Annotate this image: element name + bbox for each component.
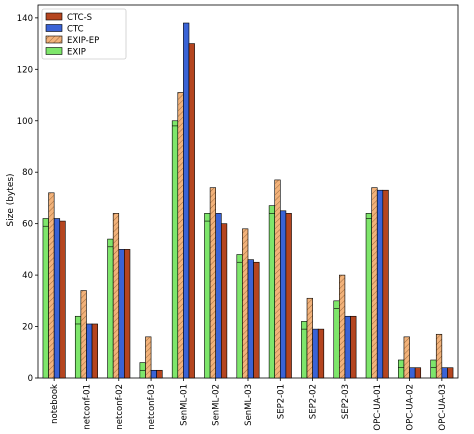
bar-exip-opc-ua-01 xyxy=(365,213,372,379)
y-tick-label: 80 xyxy=(22,168,33,178)
bar-exip-ep-netconf-01 xyxy=(80,290,87,379)
bar-exip-sep2-01 xyxy=(268,205,276,379)
bar-ctc-opc-ua-03 xyxy=(441,367,448,379)
y-axis-label: Size (bytes) xyxy=(6,173,16,226)
y-tick-label: 0 xyxy=(28,374,33,384)
bar-exip-notebook xyxy=(42,218,49,379)
legend-label-exip-ep: EXIP-EP xyxy=(67,36,99,46)
bar-exip-ep-senml-01 xyxy=(177,92,184,379)
bar-ctc-s-opc-ua-03 xyxy=(447,367,454,379)
bar-ctc-s-sep2-01 xyxy=(285,213,292,379)
bar-exip-ep-opc-ua-02 xyxy=(403,336,410,379)
bar-exip-senml-03 xyxy=(236,254,243,379)
bar-exip-ep-sep2-02 xyxy=(306,297,313,379)
x-tick-label: OPC-UA-02 xyxy=(406,384,416,431)
x-tick-label: SEP2-02 xyxy=(309,384,319,419)
bar-exip-ep-netconf-03 xyxy=(145,336,152,379)
bar-ctc-s-opc-ua-01 xyxy=(382,189,389,379)
bar-ctc-s-opc-ua-02 xyxy=(414,367,422,379)
y-tick-label: 100 xyxy=(17,117,33,127)
bar-ctc-netconf-02 xyxy=(118,249,125,379)
bar-ctc-s-netconf-03 xyxy=(156,369,163,379)
bar-exip-senml-01 xyxy=(171,120,179,379)
x-tick-label: OPC-UA-01 xyxy=(373,384,383,431)
bar-ctc-opc-ua-01 xyxy=(376,189,384,379)
bar-ctc-sep2-01 xyxy=(280,210,287,379)
y-tick-label: 20 xyxy=(22,323,33,333)
bar-exip-ep-senml-03 xyxy=(242,228,249,379)
bar-ctc-netconf-01 xyxy=(86,323,93,379)
bar-exip-ep-notebook xyxy=(48,192,55,379)
x-tick-label: OPC-UA-03 xyxy=(438,384,448,431)
bar-exip-opc-ua-03 xyxy=(430,359,437,379)
bar-ctc-s-sep2-02 xyxy=(317,328,325,379)
bar-exip-sep2-02 xyxy=(301,321,308,379)
x-tick-label: SenML-02 xyxy=(212,384,222,426)
bar-ctc-s-senml-03 xyxy=(253,261,260,379)
x-tick-label: SEP2-03 xyxy=(341,384,351,419)
bar-exip-opc-ua-02 xyxy=(398,359,405,379)
y-tick-label: 140 xyxy=(17,14,33,24)
legend-swatch-ctc-s xyxy=(45,12,63,21)
bar-ctc-s-senml-02 xyxy=(220,223,228,379)
bar-ctc-s-netconf-02 xyxy=(124,249,131,379)
bar-ctc-sep2-02 xyxy=(312,328,319,379)
x-tick-label: netconf-02 xyxy=(115,384,125,430)
bar-ctc-senml-03 xyxy=(247,259,254,379)
legend-label-exip: EXIP xyxy=(67,48,86,58)
bar-exip-ep-senml-02 xyxy=(209,187,216,379)
legend-label-ctc: CTC xyxy=(67,25,84,35)
x-tick-label: netconf-01 xyxy=(82,384,92,430)
bar-ctc-opc-ua-02 xyxy=(409,367,416,379)
plot-area: 0 20 40 60 80 100 120 140 notebook netconf-01 netc… xyxy=(17,4,459,431)
bar-exip-netconf-02 xyxy=(107,238,114,379)
bar-ctc-s-sep2-03 xyxy=(350,315,357,379)
legend-label-ctc-s: CTC-S xyxy=(67,13,92,23)
bar-ctc-s-senml-01 xyxy=(188,43,195,379)
bar-ctc-sep2-03 xyxy=(344,315,351,379)
bar-exip-ep-sep2-01 xyxy=(274,179,281,379)
bar-exip-sep2-03 xyxy=(333,300,340,379)
x-tick-label: SEP2-01 xyxy=(276,384,286,419)
y-tick-label: 60 xyxy=(22,220,33,230)
x-tick-label: SenML-01 xyxy=(179,384,189,426)
bar-exip-ep-opc-ua-01 xyxy=(371,187,378,379)
bar-exip-ep-sep2-03 xyxy=(339,274,346,379)
legend-box xyxy=(41,8,127,60)
x-tick-label: netconf-03 xyxy=(147,384,157,430)
bar-ctc-s-notebook xyxy=(59,220,66,379)
bar-ctc-senml-01 xyxy=(183,22,190,379)
bar-ctc-netconf-03 xyxy=(150,369,157,379)
bar-ctc-s-netconf-01 xyxy=(91,323,98,379)
legend-swatch-ctc xyxy=(45,24,63,32)
y-tick-label: 40 xyxy=(22,271,33,281)
bar-ctc-senml-02 xyxy=(215,213,222,379)
y-tick-label: 120 xyxy=(17,65,33,75)
bar-ctc-notebook xyxy=(53,218,61,379)
legend-swatch-exip xyxy=(45,47,63,55)
x-tick-label: SenML-03 xyxy=(244,384,254,426)
x-tick-label: notebook xyxy=(50,384,60,424)
bar-exip-ep-opc-ua-03 xyxy=(435,333,443,379)
bar-exip-senml-02 xyxy=(204,213,211,379)
bar-exip-netconf-01 xyxy=(74,315,82,379)
legend-swatch-exip-ep xyxy=(45,35,63,44)
bar-exip-ep-netconf-02 xyxy=(112,213,120,379)
